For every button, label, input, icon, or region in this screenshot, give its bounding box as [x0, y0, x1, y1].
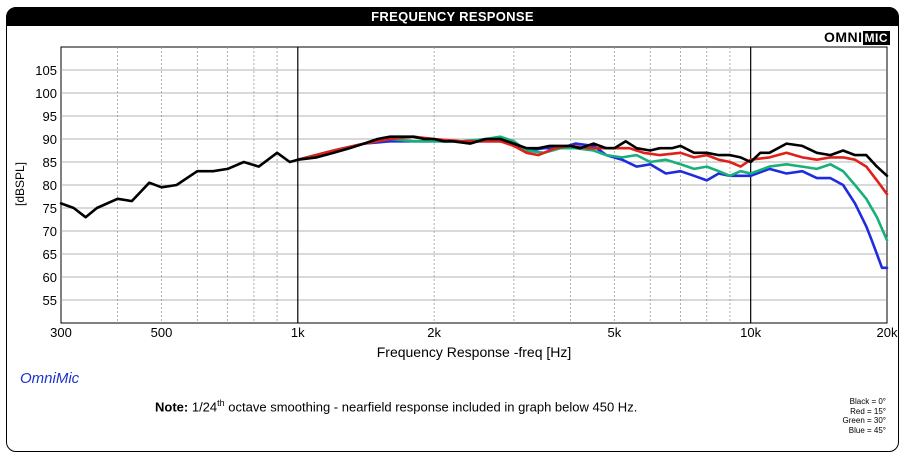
- x-tick-label: 5k: [607, 325, 621, 340]
- y-tick-label: 100: [35, 86, 57, 101]
- x-tick-label: 300: [50, 325, 72, 340]
- app-label: OmniMic: [20, 370, 80, 387]
- y-tick-label: 90: [43, 132, 57, 147]
- y-tick-label: 70: [43, 224, 57, 239]
- x-tick-label: 1k: [291, 325, 305, 340]
- y-tick-label: 55: [43, 293, 57, 308]
- note-rest: octave smoothing - nearfield response in…: [224, 399, 638, 415]
- y-axis-label: [dBSPL]: [13, 162, 27, 206]
- series-lines: [59, 135, 889, 270]
- legend-line-red: Red = 15°: [850, 406, 886, 416]
- brand-main: OMNI: [823, 29, 863, 45]
- chart-title: FREQUENCY RESPONSE: [7, 8, 898, 26]
- omnimic-logo: OMNI MIC: [824, 29, 890, 45]
- y-tick-label: 95: [43, 109, 57, 124]
- legend-line-black: Black = 0°: [849, 397, 886, 406]
- y-tick-label: 85: [43, 155, 57, 170]
- brand-badge: MIC: [862, 31, 890, 45]
- x-tick-label: 10k: [740, 325, 761, 340]
- y-tick-label: 60: [43, 270, 57, 285]
- x-tick-label: 500: [151, 325, 173, 340]
- y-tick-label: 75: [43, 201, 57, 216]
- grid-lines: [61, 47, 887, 323]
- x-tick-label: 2k: [427, 325, 441, 340]
- series-line-black: [59, 135, 889, 219]
- legend-line-blue: Blue = 45°: [848, 425, 886, 435]
- angle-legend: Black = 0° Red = 15° Green = 30° Blue = …: [843, 397, 886, 435]
- y-tick-label: 80: [43, 178, 57, 193]
- y-tick-label: 65: [43, 247, 57, 262]
- note-bold: Note:: [155, 399, 189, 415]
- y-tick-label: 105: [35, 63, 57, 78]
- x-axis-label: Frequency Response -freq [Hz]: [377, 344, 572, 360]
- smoothing-note: Note: 1/24th octave smoothing - nearfiel…: [155, 398, 637, 414]
- tick-labels: 300 500 1k 2k 5k 10k 20k 55 60 65 70 75 80 85 90 95 100 1…: [35, 63, 898, 340]
- note-sup: th: [217, 398, 225, 408]
- note-prefix: 1/24: [191, 399, 218, 415]
- legend-line-green: Green = 30°: [842, 416, 886, 425]
- x-tick-label: 20k: [877, 325, 898, 340]
